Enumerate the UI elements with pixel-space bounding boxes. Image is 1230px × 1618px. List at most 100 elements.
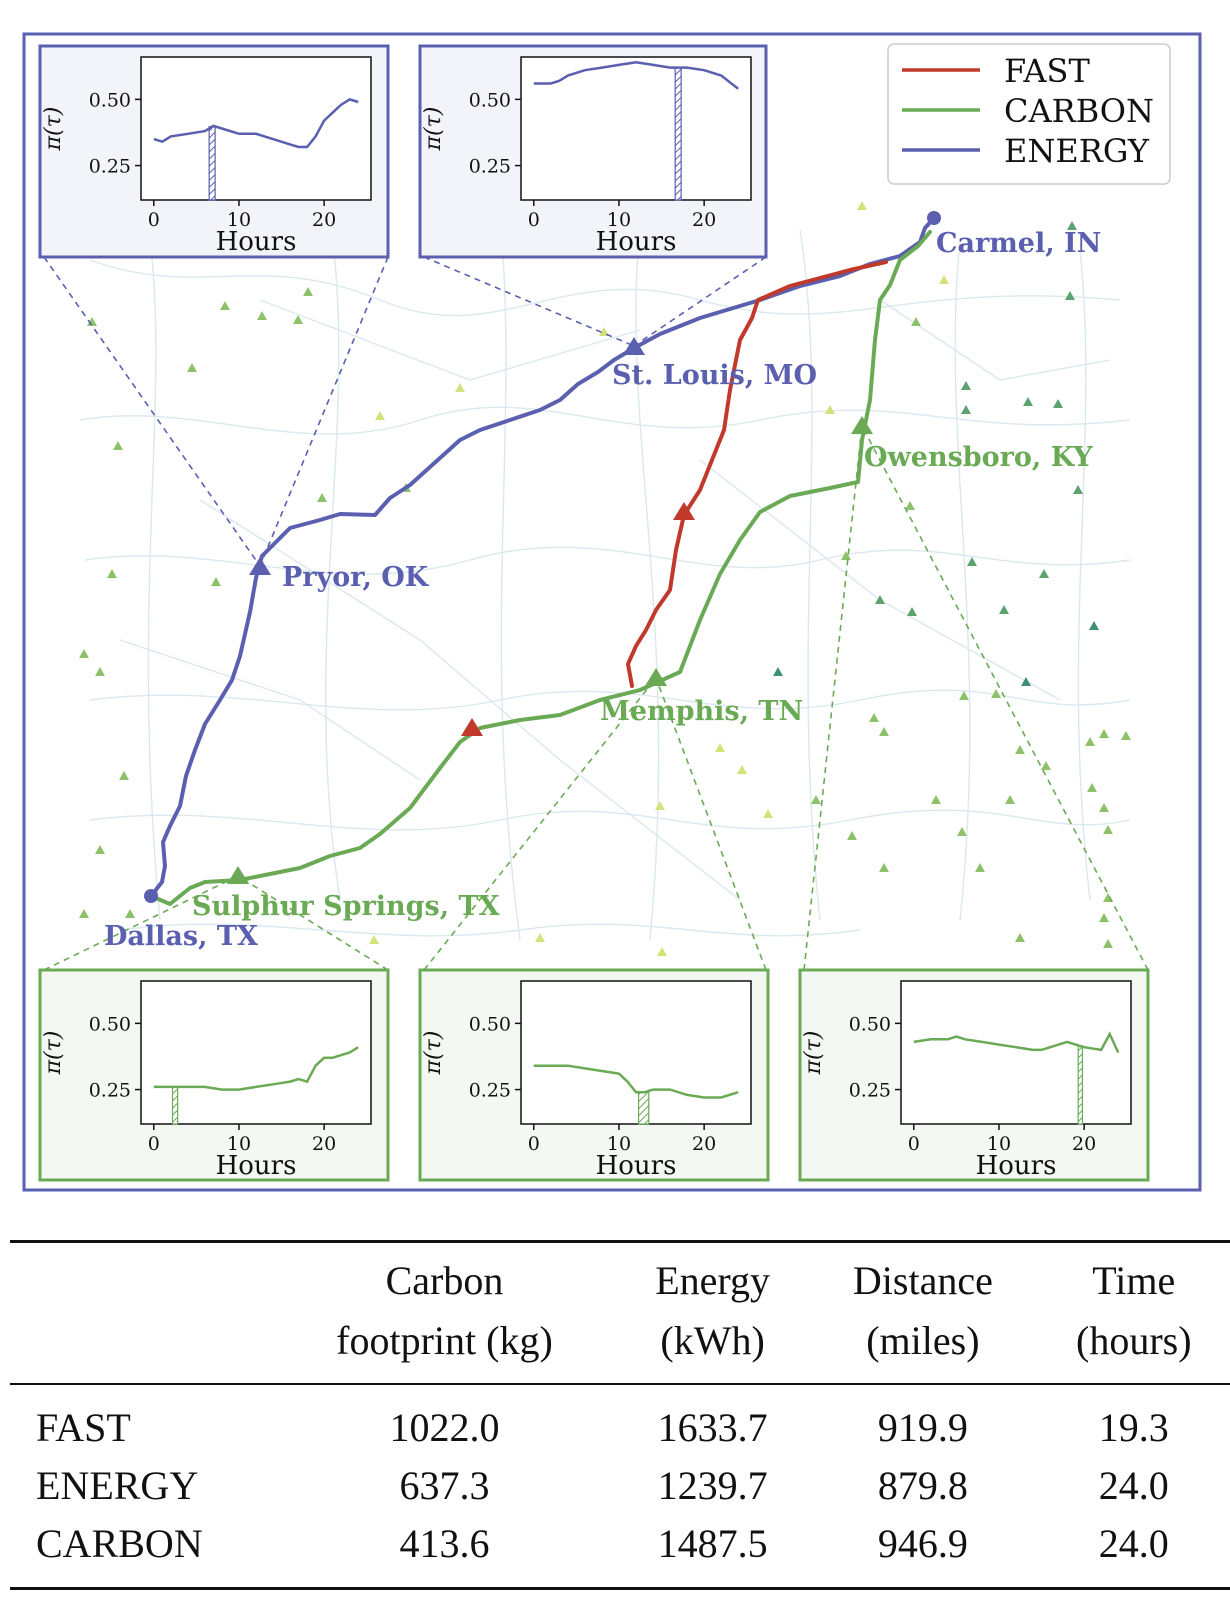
inset-ytick-label: 0.25 — [89, 156, 131, 178]
cell-carbon: 1022.0 — [389, 1405, 500, 1450]
legend-label-fast: FAST — [1004, 52, 1090, 90]
inset-xtick-label: 10 — [987, 1133, 1011, 1155]
inset-highlight-bar — [208, 126, 216, 201]
owensboro-marker — [851, 416, 873, 434]
inset-chart-2: 0.25 0.50 0 10 20 Hours π(τ) — [418, 44, 768, 259]
legend-label-energy: ENERGY — [1004, 132, 1150, 170]
route-map-figure: Carmel, IN St. Louis, MO Pryor, OK Dalla… — [22, 32, 1202, 1192]
route-carbon — [149, 230, 932, 906]
fast-stop-marker-1 — [673, 502, 695, 520]
cell-distance: 946.9 — [877, 1521, 968, 1566]
inset-charts: 0.25 0.50 0 10 20 Hours π(τ) 0.25 0.50 0 10 20 Hours… — [38, 44, 1150, 1182]
cell-distance: 879.8 — [877, 1463, 968, 1508]
inset-ylabel: π(τ) — [421, 107, 446, 152]
inset-series-line — [153, 98, 359, 149]
inset-xtick-label: 0 — [908, 1133, 920, 1155]
inset-xtick-label: 10 — [227, 209, 251, 231]
city-label-sulphur-springs: Sulphur Springs, TX — [192, 891, 500, 922]
cell-energy: 1633.7 — [657, 1405, 768, 1450]
inset-chart-5: 0.25 0.50 0 10 20 Hours π(τ) — [798, 968, 1150, 1182]
inset-series-line — [153, 1046, 359, 1091]
inset-xlabel: Hours — [976, 1151, 1057, 1181]
row-label: FAST — [36, 1405, 131, 1450]
carmel-marker — [927, 211, 941, 225]
inset-xtick-label: 10 — [607, 209, 631, 231]
dallas-marker — [144, 889, 158, 903]
cell-carbon: 637.3 — [399, 1463, 490, 1508]
inset-xtick-label: 20 — [312, 209, 336, 231]
inset-axes — [140, 980, 372, 1125]
table-row: FAST 1022.0 1633.7 919.9 19.3 — [10, 1384, 1230, 1457]
city-label-dallas: Dallas, TX — [104, 921, 258, 952]
cell-time: 19.3 — [1098, 1405, 1169, 1450]
inset-series-line — [913, 1031, 1120, 1054]
inset-ytick-label: 0.25 — [469, 1080, 511, 1102]
inset-xtick-label: 0 — [528, 1133, 540, 1155]
results-table: Carbon footprint (kg) Energy (kWh) Distanc… — [10, 1240, 1230, 1590]
inset-ytick-label: 0.50 — [469, 89, 511, 111]
cell-carbon: 413.6 — [399, 1521, 490, 1566]
inset-xtick-label: 0 — [528, 209, 540, 231]
table-header-energy: Energy (kWh) — [655, 1258, 770, 1363]
inset-chart-1: 0.25 0.50 0 10 20 Hours π(τ) — [38, 44, 390, 259]
inset-xtick-label: 20 — [1072, 1133, 1096, 1155]
inset-ytick-label: 0.25 — [89, 1080, 131, 1102]
inset-axes — [520, 980, 752, 1125]
memphis-marker — [645, 668, 667, 686]
inset-ytick-label: 0.50 — [849, 1013, 891, 1035]
fast-stop-marker-2 — [461, 718, 483, 736]
table-header-carbon: Carbon footprint (kg) — [336, 1258, 553, 1363]
table-header-row: Carbon footprint (kg) Energy (kWh) Distanc… — [10, 1241, 1230, 1385]
city-label-st-louis: St. Louis, MO — [612, 360, 817, 391]
inset-xtick-label: 0 — [148, 209, 160, 231]
legend-label-carbon: CARBON — [1004, 92, 1154, 130]
table-header-blank — [10, 1242, 272, 1385]
inset-ylabel: π(τ) — [41, 107, 66, 152]
row-label: CARBON — [36, 1521, 203, 1566]
inset-xtick-label: 10 — [227, 1133, 251, 1155]
cell-time: 24.0 — [1098, 1463, 1169, 1508]
inset-series-line — [533, 61, 739, 90]
inset-ytick-label: 0.50 — [89, 89, 131, 111]
inset-xtick-label: 10 — [607, 1133, 631, 1155]
inset-xlabel: Hours — [216, 1151, 297, 1181]
inset-ytick-label: 0.25 — [469, 156, 511, 178]
inset-chart-4: 0.25 0.50 0 10 20 Hours π(τ) — [418, 968, 770, 1182]
route-fast — [626, 260, 888, 688]
inset-ytick-label: 0.50 — [89, 1013, 131, 1035]
inset-highlight-bar — [171, 1086, 179, 1125]
inset-highlight-bar — [1077, 1045, 1084, 1125]
table-header-distance: Distance (miles) — [852, 1258, 993, 1363]
inset-ytick-label: 0.25 — [849, 1080, 891, 1102]
inset-axes — [900, 980, 1132, 1125]
table-row: ENERGY 637.3 1239.7 879.8 24.0 — [10, 1457, 1230, 1515]
legend: FAST CARBON ENERGY — [887, 43, 1171, 185]
cell-time: 24.0 — [1098, 1521, 1169, 1566]
inset-highlight-bar — [637, 1091, 650, 1125]
inset-xtick-label: 20 — [312, 1133, 336, 1155]
inset-ytick-label: 0.50 — [469, 1013, 511, 1035]
cell-energy: 1487.5 — [657, 1521, 768, 1566]
inset-ylabel: π(τ) — [801, 1031, 826, 1076]
row-label: ENERGY — [36, 1463, 199, 1508]
table-row: CARBON 413.6 1487.5 946.9 24.0 — [10, 1515, 1230, 1589]
inset-highlight-bar — [674, 66, 682, 201]
inset-chart-3: 0.25 0.50 0 10 20 Hours π(τ) — [38, 968, 390, 1182]
inset-xtick-label: 20 — [692, 209, 716, 231]
cell-distance: 919.9 — [877, 1405, 968, 1450]
road-network — [79, 219, 1131, 941]
inset-ylabel: π(τ) — [421, 1031, 446, 1076]
city-label-memphis: Memphis, TN — [600, 696, 803, 727]
inset-xtick-label: 0 — [148, 1133, 160, 1155]
inset-xlabel: Hours — [216, 227, 297, 257]
inset-axes — [520, 56, 752, 201]
city-labels: Carmel, IN St. Louis, MO Pryor, OK Dalla… — [104, 228, 1101, 952]
inset-xtick-label: 20 — [692, 1133, 716, 1155]
table-header-time: Time (hours) — [1076, 1258, 1192, 1363]
inset-axes — [140, 56, 372, 201]
cell-energy: 1239.7 — [657, 1463, 768, 1508]
inset-xlabel: Hours — [596, 1151, 677, 1181]
city-label-carmel: Carmel, IN — [936, 228, 1101, 259]
inset-series-line — [533, 1064, 739, 1099]
inset-xlabel: Hours — [596, 227, 677, 257]
